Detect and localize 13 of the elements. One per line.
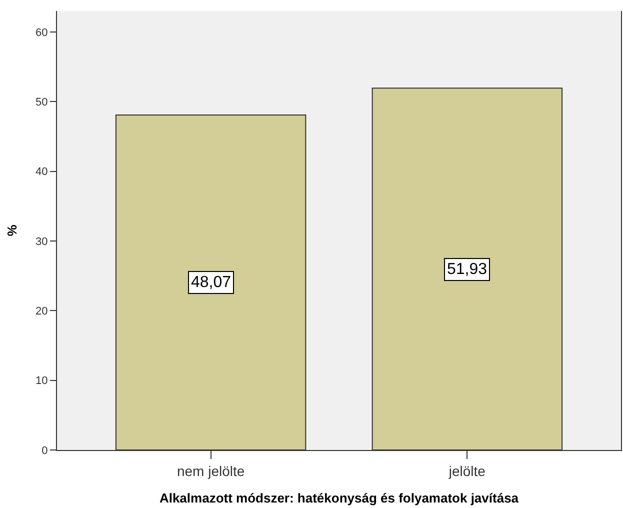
data-label: 48,07	[191, 274, 232, 291]
y-tick-label: 0	[42, 444, 48, 457]
x-axis-title: Alkalmazott módszer: hatékonyság és folyamatok javítása	[159, 490, 520, 506]
y-tick-label: 10	[36, 375, 48, 388]
y-tick-label: 20	[36, 305, 48, 318]
x-tick-label: jelölte	[448, 462, 486, 479]
y-tick-label: 30	[36, 236, 48, 248]
y-tick-label: 60	[36, 26, 48, 39]
y-tick-label: 50	[36, 96, 48, 108]
data-label: 51,93	[447, 261, 488, 278]
y-tick-label: 40	[36, 166, 48, 178]
y-axis-title: %	[4, 224, 20, 236]
x-tick-label: nem jelölte	[176, 462, 245, 479]
